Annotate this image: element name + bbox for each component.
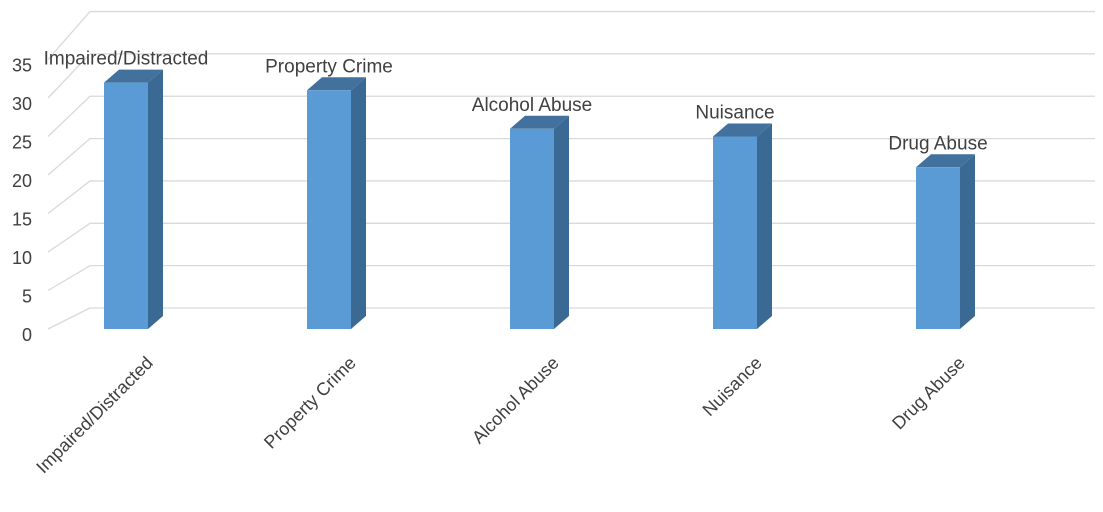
bar-side (554, 115, 569, 329)
gridline-depth (47, 222, 91, 253)
bar-top (307, 77, 366, 91)
x-tick-label: Property Crime (260, 353, 360, 453)
bar-top (916, 154, 975, 168)
x-tick-label: Nuisance (699, 353, 766, 420)
gridline-depth (47, 265, 91, 292)
bar (307, 77, 366, 329)
gridline-depth (47, 180, 91, 215)
bar-front (510, 128, 554, 329)
bar-side (757, 123, 772, 329)
bar-side (960, 154, 975, 329)
y-tick-label: 30 (12, 94, 32, 114)
gridline-depth (47, 307, 91, 330)
bar (713, 123, 772, 329)
y-axis-ticks: 0 5 10 15 20 25 30 35 (12, 56, 32, 346)
bar-front (307, 90, 351, 329)
gridline-depth (47, 11, 91, 60)
y-tick-label: 15 (12, 210, 32, 230)
gridlines (47, 10, 1095, 330)
y-tick-label: 20 (12, 171, 32, 191)
bar-top (510, 115, 569, 129)
bar-side (351, 77, 366, 329)
gridline-depth (47, 138, 91, 176)
data-label: Drug Abuse (888, 133, 987, 154)
data-label: Alcohol Abuse (472, 95, 592, 116)
y-tick-label: 35 (12, 56, 32, 76)
bar (916, 154, 975, 329)
data-label: Impaired/Distracted (44, 49, 209, 70)
bar-front (104, 82, 148, 329)
data-labels: Impaired/Distracted Property Crime Alcohol… (44, 49, 988, 155)
gridline-depth (47, 95, 91, 137)
data-label: Nuisance (695, 103, 774, 124)
y-tick-label: 0 (22, 325, 32, 345)
bar (510, 115, 569, 329)
bar-side (148, 69, 163, 329)
bar (104, 69, 163, 329)
x-tick-label: Impaired/Distracted (32, 353, 156, 477)
x-tick-label: Drug Abuse (888, 353, 969, 434)
gridline-depth (47, 53, 91, 99)
bars (104, 69, 975, 329)
x-axis-ticks: Impaired/Distracted Property Crime Alcohol… (32, 353, 968, 477)
y-tick-label: 5 (22, 287, 32, 307)
y-tick-label: 10 (12, 248, 32, 268)
data-label: Property Crime (265, 56, 393, 77)
bar-top (104, 69, 163, 83)
y-tick-label: 25 (12, 133, 32, 153)
bar-front (713, 136, 757, 329)
bar-top (713, 123, 772, 137)
bar-front (916, 167, 960, 329)
x-tick-label: Alcohol Abuse (468, 353, 563, 448)
